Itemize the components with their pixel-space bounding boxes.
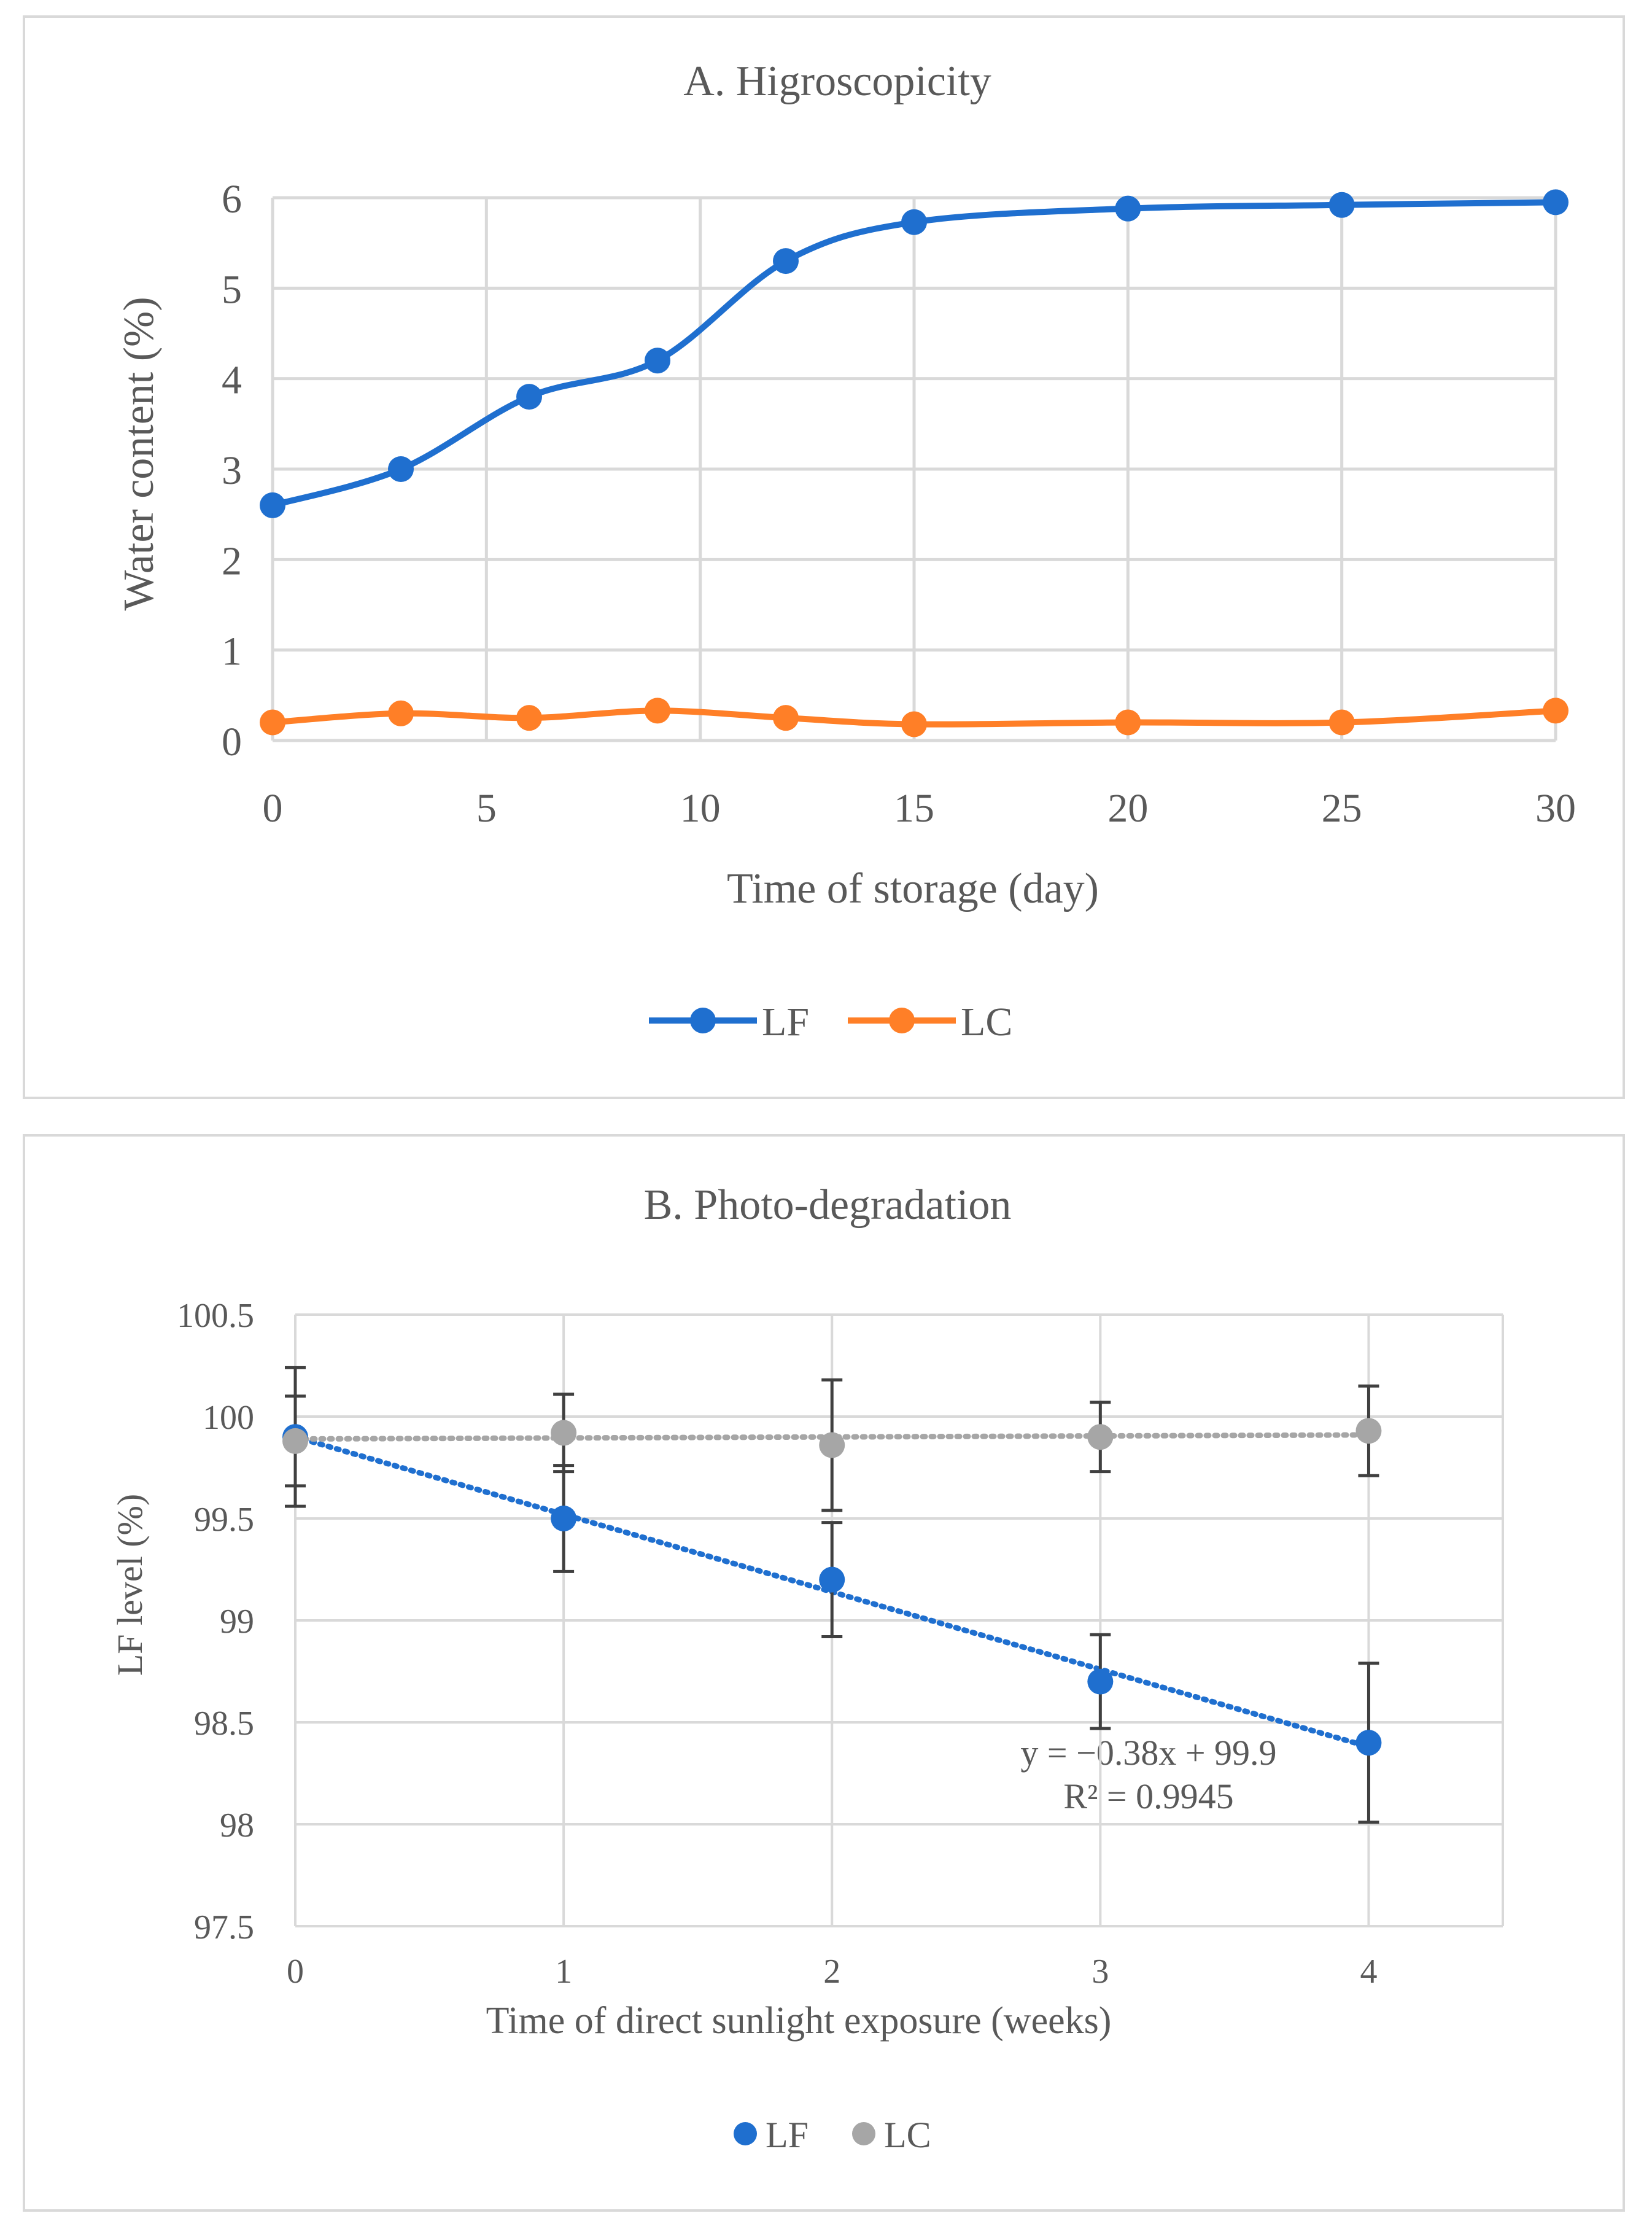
y-tick-label: 3 (222, 448, 242, 493)
data-point-lf (1543, 189, 1569, 215)
data-point-lf (388, 456, 414, 482)
data-point-lf (551, 1506, 576, 1531)
y-axis-label: Water content (%) (115, 297, 163, 610)
data-point-lf (516, 384, 542, 410)
data-point-lc (819, 1432, 845, 1458)
y-tick-label: 2 (222, 539, 242, 583)
grid (295, 1315, 1503, 1926)
x-tick-label: 3 (1092, 1953, 1109, 1991)
x-axis-label: Time of storage (day) (727, 865, 1099, 912)
legend-label-lf: LF (762, 1000, 809, 1044)
grid (273, 198, 1556, 741)
chart-title: A. Higroscopicity (683, 58, 991, 105)
y-tick-label: 4 (222, 358, 242, 403)
data-point-lc (645, 698, 670, 723)
data-point-lf (645, 348, 670, 373)
photo-degradation-chart: B. Photo-degradation LF level (%) Time o… (25, 1137, 1627, 2214)
data-point-lc (1355, 1418, 1381, 1444)
y-tick-label: 98.5 (194, 1705, 254, 1743)
data-point-lc (773, 705, 799, 731)
y-tick-label: 100.5 (177, 1297, 254, 1335)
chart-panel-higroscopicity: A. Higroscopicity Water content (%) Time… (23, 15, 1625, 1099)
x-tick-label: 5 (476, 786, 497, 831)
legend-marker-lc (852, 2122, 875, 2145)
data-point-lf (1115, 196, 1141, 222)
data-point-lc (1543, 698, 1569, 723)
y-tick-label: 98 (220, 1806, 254, 1845)
x-tick-label: 30 (1535, 786, 1576, 831)
data-point-lc (260, 710, 285, 736)
data-point-lf (260, 492, 285, 518)
x-tick-label: 2 (823, 1953, 840, 1991)
y-tick-label: 99.5 (194, 1501, 254, 1539)
y-tick-label: 99 (220, 1603, 254, 1641)
y-tick-label: 5 (222, 267, 242, 312)
higroscopicity-chart: A. Higroscopicity Water content (%) Time… (25, 18, 1627, 1102)
x-axis-label: Time of direct sunlight exposure (weeks) (486, 2000, 1112, 2042)
x-tick-label: 10 (680, 786, 721, 831)
data-point-lc (551, 1420, 576, 1446)
y-tick-label: 0 (222, 720, 242, 764)
legend: LF LC (734, 2115, 931, 2155)
x-tick-label: 1 (555, 1953, 572, 1991)
legend-marker-lf (734, 2122, 757, 2145)
y-axis-label: LF level (%) (110, 1494, 150, 1676)
x-tick-label: 25 (1322, 786, 1362, 831)
y-tick-label: 97.5 (194, 1908, 254, 1946)
legend-label-lc: LC (961, 1000, 1012, 1044)
legend-label-lf: LF (766, 2115, 809, 2155)
x-tick-label: 4 (1360, 1953, 1377, 1991)
x-tick-label: 0 (287, 1953, 304, 1991)
data-point-lf (773, 248, 799, 274)
legend-label-lc: LC (884, 2115, 931, 2155)
data-point-lc (1087, 1424, 1113, 1450)
y-tick-label: 100 (203, 1399, 254, 1437)
data-point-lf (819, 1567, 845, 1593)
x-tick-label: 15 (894, 786, 934, 831)
legend: LF LC (649, 1000, 1012, 1044)
data-point-lc (516, 705, 542, 731)
data-point-lc (1329, 710, 1355, 736)
data-point-lc (388, 701, 414, 726)
data-point-lf (1087, 1669, 1113, 1695)
chart-title: B. Photo-degradation (644, 1181, 1012, 1229)
axis-ticks: 97.5 98 98.5 99 99.5 100 100.5 0 1 2 3 4 (177, 1297, 1377, 1991)
data-point-lc (282, 1428, 308, 1454)
legend-marker-lc (889, 1008, 915, 1033)
data-point-lf (901, 209, 927, 235)
trendline-equation: y = −0.38x + 99.9 (1020, 1733, 1276, 1773)
trendline-r-squared: R² = 0.9945 (1063, 1776, 1233, 1816)
y-tick-label: 6 (222, 177, 242, 222)
data-point-lc (1115, 710, 1141, 736)
data-point-lf (1355, 1730, 1381, 1755)
legend-marker-lf (690, 1008, 716, 1033)
chart-panel-photo-degradation: B. Photo-degradation LF level (%) Time o… (23, 1134, 1625, 2212)
y-tick-label: 1 (222, 629, 242, 674)
x-tick-label: 0 (263, 786, 283, 831)
data-point-lf (1329, 192, 1355, 218)
axis-ticks: 0 1 2 3 4 5 6 0 5 10 15 20 25 30 (222, 177, 1576, 831)
x-tick-label: 20 (1107, 786, 1148, 831)
data-point-lc (901, 711, 927, 737)
